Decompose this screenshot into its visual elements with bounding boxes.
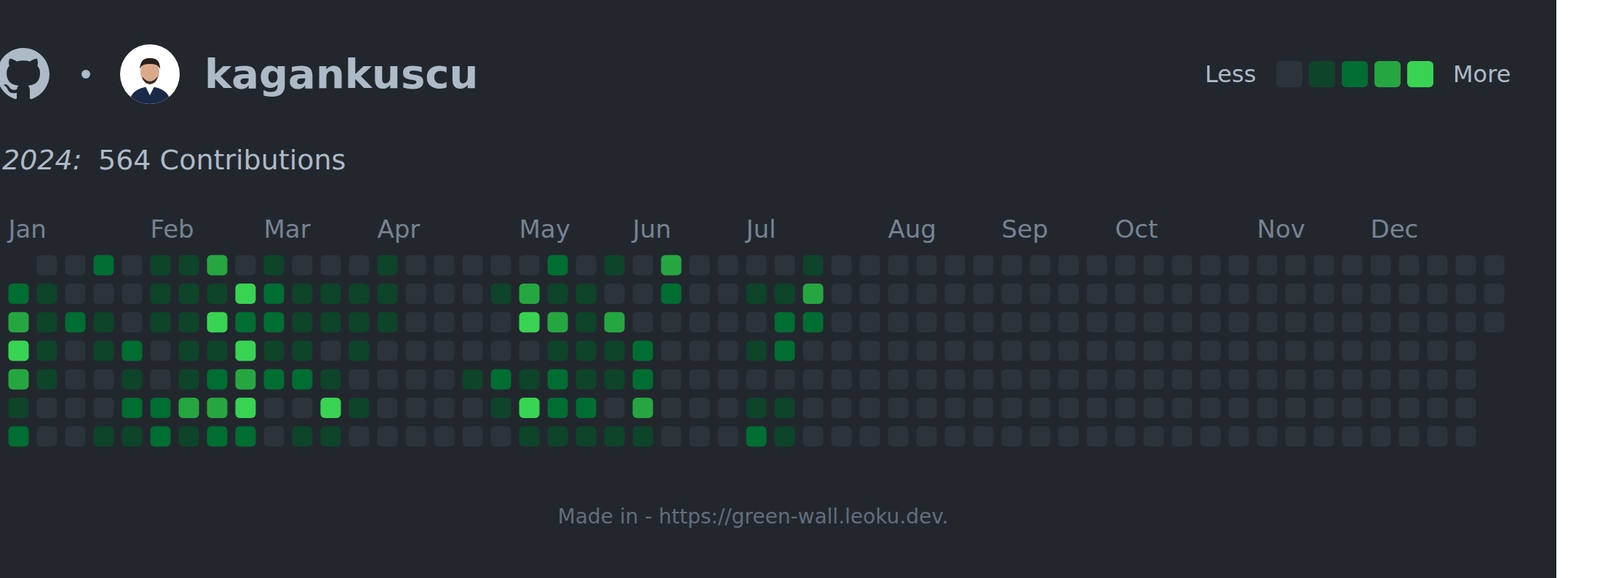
svg-text:Mar: Mar xyxy=(264,214,311,244)
svg-text:Dec: Dec xyxy=(1370,214,1419,244)
html-text:Less: Less xyxy=(1204,60,1257,89)
svg-text:May: May xyxy=(519,214,571,244)
html-text:564 Contributions: 564 Contributions xyxy=(98,144,346,177)
svg-text:Feb: Feb xyxy=(150,214,195,244)
svg-text:Nov: Nov xyxy=(1257,214,1306,244)
html-text:kagankuscu: kagankuscu xyxy=(204,50,479,98)
html-text:Made in - https://green-wall.l: Made in - https://green-wall.leoku.dev. xyxy=(557,504,949,529)
svg-text:Sep: Sep xyxy=(1001,214,1049,244)
svg-text:Oct: Oct xyxy=(1115,214,1159,244)
svg-text:Apr: Apr xyxy=(377,214,421,244)
html-text:More: More xyxy=(1453,60,1511,89)
svg-text:Jun: Jun xyxy=(631,214,672,244)
svg-text:Jan: Jan xyxy=(7,214,47,244)
svg-text:Jul: Jul xyxy=(745,214,777,244)
html-text:2024:: 2024: xyxy=(2,144,82,177)
svg-text:Aug: Aug xyxy=(888,214,937,244)
